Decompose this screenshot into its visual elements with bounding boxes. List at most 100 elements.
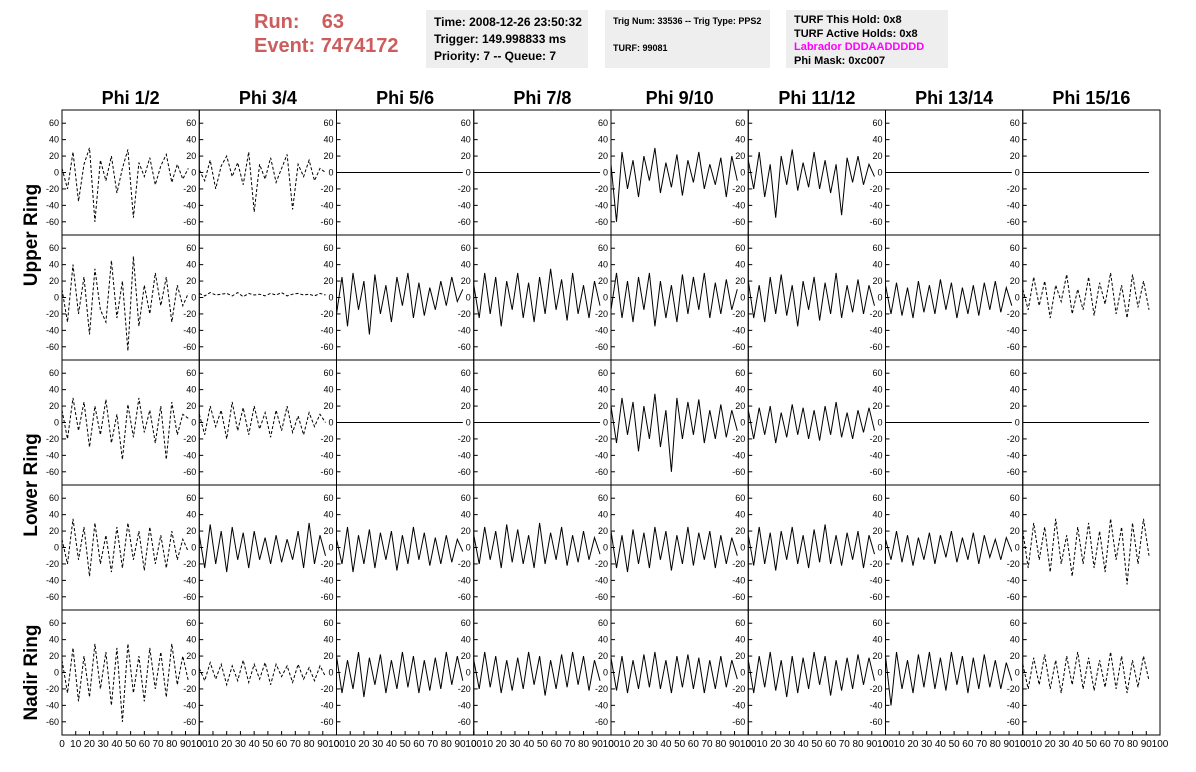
y-tick-label: -60 xyxy=(46,342,59,352)
y-tick-label: -40 xyxy=(1007,200,1020,210)
y-tick-label: 0 xyxy=(54,293,59,303)
y-tick-label: 60 xyxy=(735,368,745,378)
y-tick-label: -60 xyxy=(46,717,59,727)
x-tick-label: 30 xyxy=(98,739,110,750)
y-tick-label: 40 xyxy=(872,260,882,270)
x-tick-label: 20 xyxy=(496,739,508,750)
x-tick-label: 30 xyxy=(509,739,521,750)
y-tick-label: 40 xyxy=(323,635,333,645)
x-tick-label: 80 xyxy=(715,739,727,750)
waveform xyxy=(198,401,326,439)
y-tick-label: 20 xyxy=(186,151,196,161)
y-tick-label: 0 xyxy=(1015,543,1020,553)
x-tick-label: 60 xyxy=(139,739,151,750)
y-tick-label: 60 xyxy=(735,618,745,628)
y-tick-label: -60 xyxy=(732,217,745,227)
y-tick-label: -40 xyxy=(869,200,882,210)
y-tick-label: 20 xyxy=(598,651,608,661)
waveform xyxy=(610,526,738,573)
y-tick-label: 60 xyxy=(1010,493,1020,503)
y-tick-label: -60 xyxy=(1007,592,1020,602)
y-tick-label: 20 xyxy=(735,151,745,161)
y-tick-label: -60 xyxy=(869,467,882,477)
y-tick-label: 0 xyxy=(877,418,882,428)
y-tick-label: -60 xyxy=(458,592,471,602)
y-tick-label: 0 xyxy=(328,293,333,303)
y-tick-label: 0 xyxy=(740,668,745,678)
y-tick-label: 60 xyxy=(186,118,196,128)
y-tick-label: -60 xyxy=(46,217,59,227)
y-tick-label: -40 xyxy=(458,575,471,585)
waveform xyxy=(885,279,1013,319)
y-tick-label: 40 xyxy=(49,635,59,645)
x-tick-label: 50 xyxy=(125,739,137,750)
y-tick-label: 40 xyxy=(49,135,59,145)
y-tick-label: 20 xyxy=(872,151,882,161)
waveform xyxy=(1022,272,1150,319)
y-tick-label: 40 xyxy=(186,260,196,270)
waveform xyxy=(61,147,189,222)
info-line: Trigger: 149.998833 ms xyxy=(434,32,567,46)
y-tick-label: 40 xyxy=(872,510,882,520)
waveform xyxy=(61,397,189,460)
y-tick-label: -20 xyxy=(1007,684,1020,694)
y-tick-label: 20 xyxy=(186,276,196,286)
column-header: Phi 3/4 xyxy=(239,88,297,108)
waveform xyxy=(610,272,738,327)
y-tick-label: 20 xyxy=(186,651,196,661)
y-tick-label: 40 xyxy=(1010,635,1020,645)
y-tick-label: -60 xyxy=(320,467,333,477)
y-tick-label: -60 xyxy=(595,217,608,227)
waveform xyxy=(610,147,738,222)
y-tick-label: 60 xyxy=(461,118,471,128)
event-label: Event: xyxy=(254,35,316,57)
y-tick-label: -60 xyxy=(458,717,471,727)
y-tick-label: 60 xyxy=(1010,618,1020,628)
y-tick-label: -20 xyxy=(46,684,59,694)
y-tick-label: 60 xyxy=(1010,243,1020,253)
y-tick-label: -20 xyxy=(458,309,471,319)
panel-frame xyxy=(473,484,612,611)
y-tick-label: 0 xyxy=(877,168,882,178)
x-tick-label: 70 xyxy=(427,739,439,750)
y-tick-label: 20 xyxy=(49,401,59,411)
waveform xyxy=(610,393,738,472)
y-tick-label: 20 xyxy=(1010,526,1020,536)
y-tick-label: 40 xyxy=(872,385,882,395)
y-tick-label: 60 xyxy=(461,493,471,503)
y-tick-label: 0 xyxy=(877,293,882,303)
y-tick-label: 0 xyxy=(54,418,59,428)
ring-label: Nadir Ring xyxy=(21,624,42,720)
y-tick-label: -60 xyxy=(46,592,59,602)
y-tick-label: 0 xyxy=(1015,293,1020,303)
x-tick-label: 100 xyxy=(1152,739,1169,750)
y-tick-label: 60 xyxy=(49,493,59,503)
y-tick-label: 20 xyxy=(735,526,745,536)
y-tick-label: -40 xyxy=(320,575,333,585)
x-tick-label: 50 xyxy=(811,739,823,750)
x-tick-label: 70 xyxy=(702,739,714,750)
y-tick-label: -20 xyxy=(595,434,608,444)
y-tick-label: -60 xyxy=(183,717,196,727)
y-tick-label: 40 xyxy=(598,510,608,520)
info-line: Trig Num: 33536 -- Trig Type: PPS2 xyxy=(613,16,762,26)
y-tick-label: -20 xyxy=(320,184,333,194)
y-tick-label: -40 xyxy=(732,575,745,585)
waveform xyxy=(336,651,464,698)
y-tick-label: 60 xyxy=(872,243,882,253)
column-header: Phi 7/8 xyxy=(513,88,571,108)
y-tick-label: 60 xyxy=(323,493,333,503)
x-tick-label: 0 xyxy=(196,739,202,750)
y-tick-label: -20 xyxy=(183,559,196,569)
x-tick-label: 90 xyxy=(729,739,741,750)
x-tick-label: 20 xyxy=(84,739,96,750)
y-tick-label: -20 xyxy=(1007,559,1020,569)
y-tick-label: 0 xyxy=(603,543,608,553)
y-tick-label: -60 xyxy=(1007,717,1020,727)
y-tick-label: -20 xyxy=(869,559,882,569)
y-tick-label: 40 xyxy=(872,135,882,145)
x-tick-label: 40 xyxy=(1072,739,1084,750)
y-tick-label: -40 xyxy=(1007,325,1020,335)
column-header: Phi 15/16 xyxy=(1052,88,1130,108)
